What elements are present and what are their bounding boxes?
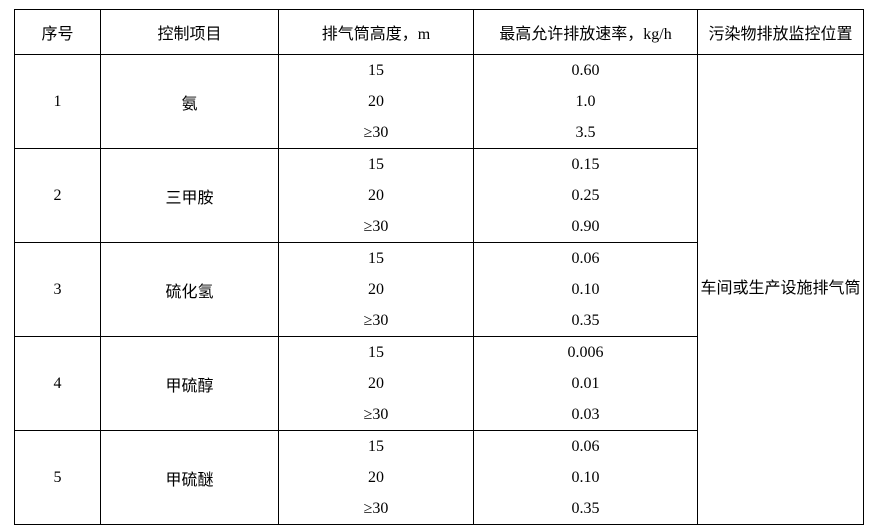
cell-seq: 5 bbox=[15, 431, 101, 525]
cell-location: 车间或生产设施排气筒 bbox=[698, 55, 864, 525]
col-header-item: 控制项目 bbox=[101, 10, 279, 55]
table-body: 1 氨 15 0.60 车间或生产设施排气筒 20 1.0 ≥30 3.5 2 … bbox=[15, 55, 864, 525]
cell-height: 15 bbox=[279, 149, 474, 181]
cell-item: 甲硫醚 bbox=[101, 431, 279, 525]
cell-item: 甲硫醇 bbox=[101, 337, 279, 431]
cell-rate: 0.35 bbox=[474, 493, 698, 525]
cell-rate: 0.10 bbox=[474, 274, 698, 305]
cell-height: 15 bbox=[279, 337, 474, 369]
col-header-height: 排气筒高度，m bbox=[279, 10, 474, 55]
cell-seq: 2 bbox=[15, 149, 101, 243]
cell-rate: 0.006 bbox=[474, 337, 698, 369]
cell-rate: 0.06 bbox=[474, 243, 698, 275]
cell-rate: 0.60 bbox=[474, 55, 698, 87]
cell-rate: 0.03 bbox=[474, 399, 698, 431]
cell-rate: 0.01 bbox=[474, 368, 698, 399]
cell-seq: 1 bbox=[15, 55, 101, 149]
cell-rate: 0.10 bbox=[474, 462, 698, 493]
emission-limits-table: 序号 控制项目 排气筒高度，m 最高允许排放速率，kg/h 污染物排放监控位置 … bbox=[14, 9, 864, 525]
cell-rate: 0.06 bbox=[474, 431, 698, 463]
cell-rate: 3.5 bbox=[474, 117, 698, 149]
cell-height: 20 bbox=[279, 180, 474, 211]
cell-rate: 0.25 bbox=[474, 180, 698, 211]
cell-height: 20 bbox=[279, 274, 474, 305]
cell-height: 15 bbox=[279, 55, 474, 87]
cell-height: ≥30 bbox=[279, 493, 474, 525]
cell-height: ≥30 bbox=[279, 117, 474, 149]
col-header-location: 污染物排放监控位置 bbox=[698, 10, 864, 55]
col-header-rate: 最高允许排放速率，kg/h bbox=[474, 10, 698, 55]
cell-item: 硫化氢 bbox=[101, 243, 279, 337]
cell-height: 15 bbox=[279, 431, 474, 463]
cell-height: ≥30 bbox=[279, 399, 474, 431]
cell-seq: 4 bbox=[15, 337, 101, 431]
cell-height: ≥30 bbox=[279, 305, 474, 337]
table-row: 1 氨 15 0.60 车间或生产设施排气筒 bbox=[15, 55, 864, 87]
cell-rate: 0.15 bbox=[474, 149, 698, 181]
cell-item: 三甲胺 bbox=[101, 149, 279, 243]
cell-rate: 1.0 bbox=[474, 86, 698, 117]
cell-rate: 0.90 bbox=[474, 211, 698, 243]
cell-height: 15 bbox=[279, 243, 474, 275]
col-header-seq: 序号 bbox=[15, 10, 101, 55]
cell-seq: 3 bbox=[15, 243, 101, 337]
cell-rate: 0.35 bbox=[474, 305, 698, 337]
cell-height: 20 bbox=[279, 368, 474, 399]
cell-height: 20 bbox=[279, 462, 474, 493]
cell-item: 氨 bbox=[101, 55, 279, 149]
cell-height: 20 bbox=[279, 86, 474, 117]
table-header-row: 序号 控制项目 排气筒高度，m 最高允许排放速率，kg/h 污染物排放监控位置 bbox=[15, 10, 864, 55]
cell-height: ≥30 bbox=[279, 211, 474, 243]
